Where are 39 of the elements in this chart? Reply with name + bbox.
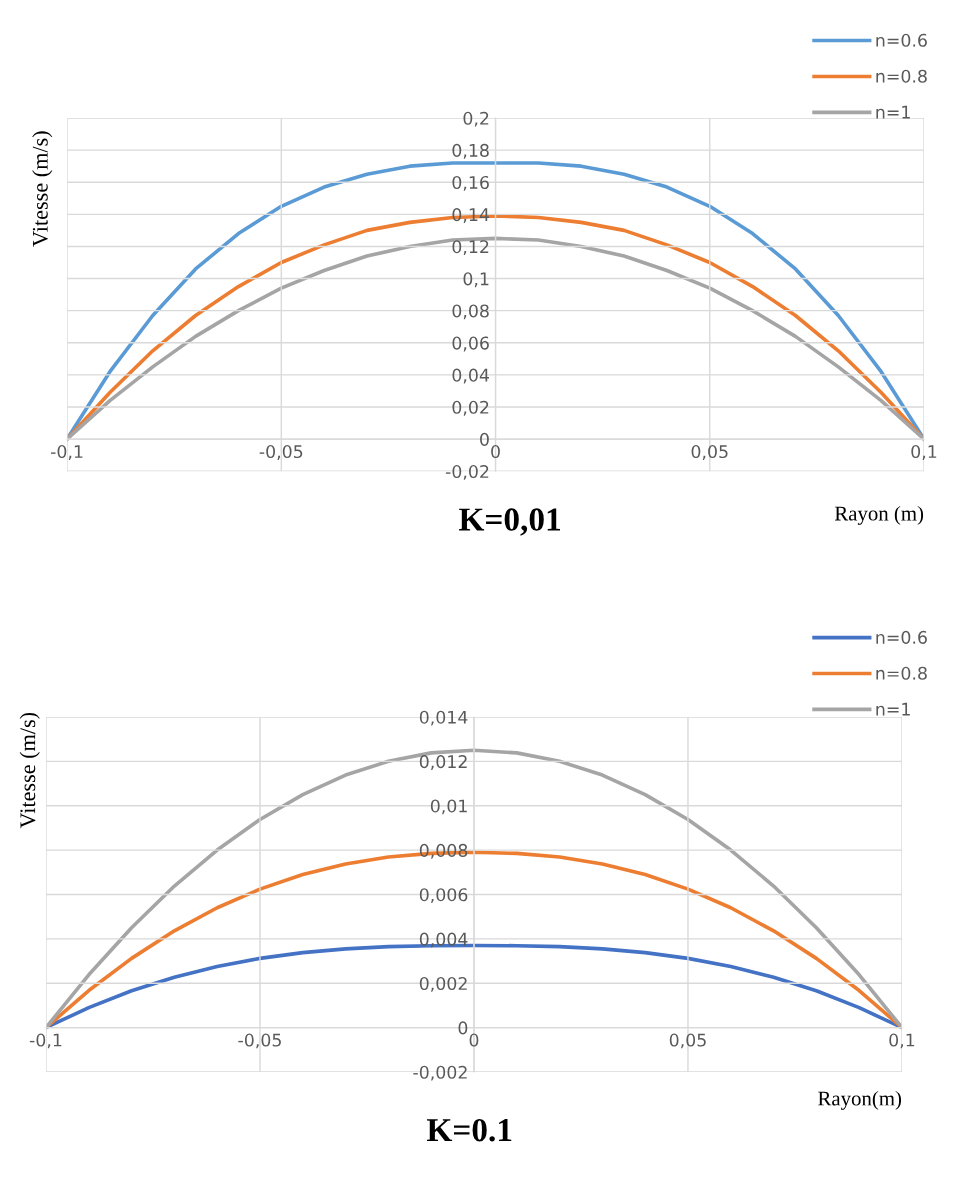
y-tick-label: -0,02 <box>445 464 489 480</box>
legend-label: n=0.8 <box>876 666 927 680</box>
y-tick-label: 0,014 <box>419 710 468 726</box>
y-tick-label: 0,002 <box>419 976 467 992</box>
y-tick-label: 0,06 <box>452 336 489 352</box>
x-axis-title: Rayon(m) <box>818 1090 902 1110</box>
x-tick-label: 0,1 <box>911 444 937 460</box>
legend-label: n=0.6 <box>876 33 927 47</box>
legend-label: n=1 <box>876 105 910 119</box>
legend-label: n=0.6 <box>876 630 927 644</box>
legend-label: n=1 <box>876 702 910 716</box>
y-tick-label: 0,006 <box>419 888 468 904</box>
y-tick-label: 0,16 <box>452 175 489 191</box>
y-tick-label: 0,2 <box>463 111 489 127</box>
y-tick-label: 0,1 <box>463 272 489 288</box>
y-tick-label: 0 <box>458 1021 468 1035</box>
y-tick-label: 0,02 <box>452 400 489 416</box>
x-tick-label: 0 <box>491 444 500 459</box>
x-tick-label: -0,05 <box>259 444 303 460</box>
legend-label: n=0.8 <box>876 69 927 83</box>
y-tick-label: 0,04 <box>452 368 489 384</box>
x-tick-label: -0,1 <box>50 444 83 460</box>
x-tick-label: 0,05 <box>669 1033 706 1049</box>
x-tick-label: 0,1 <box>889 1033 915 1049</box>
y-tick-label: 0,012 <box>419 755 467 770</box>
y-tick-label: 0 <box>480 432 489 446</box>
x-tick-label: -0,05 <box>238 1033 281 1049</box>
y-tick-label: 0,18 <box>452 143 489 159</box>
y-tick-label: -0,002 <box>413 1065 467 1081</box>
x-axis-title: Rayon (m) <box>834 505 924 525</box>
y-tick-label: 0,12 <box>452 240 489 256</box>
y-axis-title: Vitesse (m/s) <box>19 712 40 829</box>
y-tick-label: 0,01 <box>430 799 467 815</box>
x-tick-label: -0,1 <box>29 1033 62 1049</box>
y-axis-title: Vitesse (m/s) <box>32 131 53 247</box>
y-tick-label: 0,08 <box>452 304 489 320</box>
text: K=0.1 <box>426 1118 512 1142</box>
text: K=0,01 <box>459 508 560 536</box>
x-tick-label: 0,05 <box>691 444 728 460</box>
